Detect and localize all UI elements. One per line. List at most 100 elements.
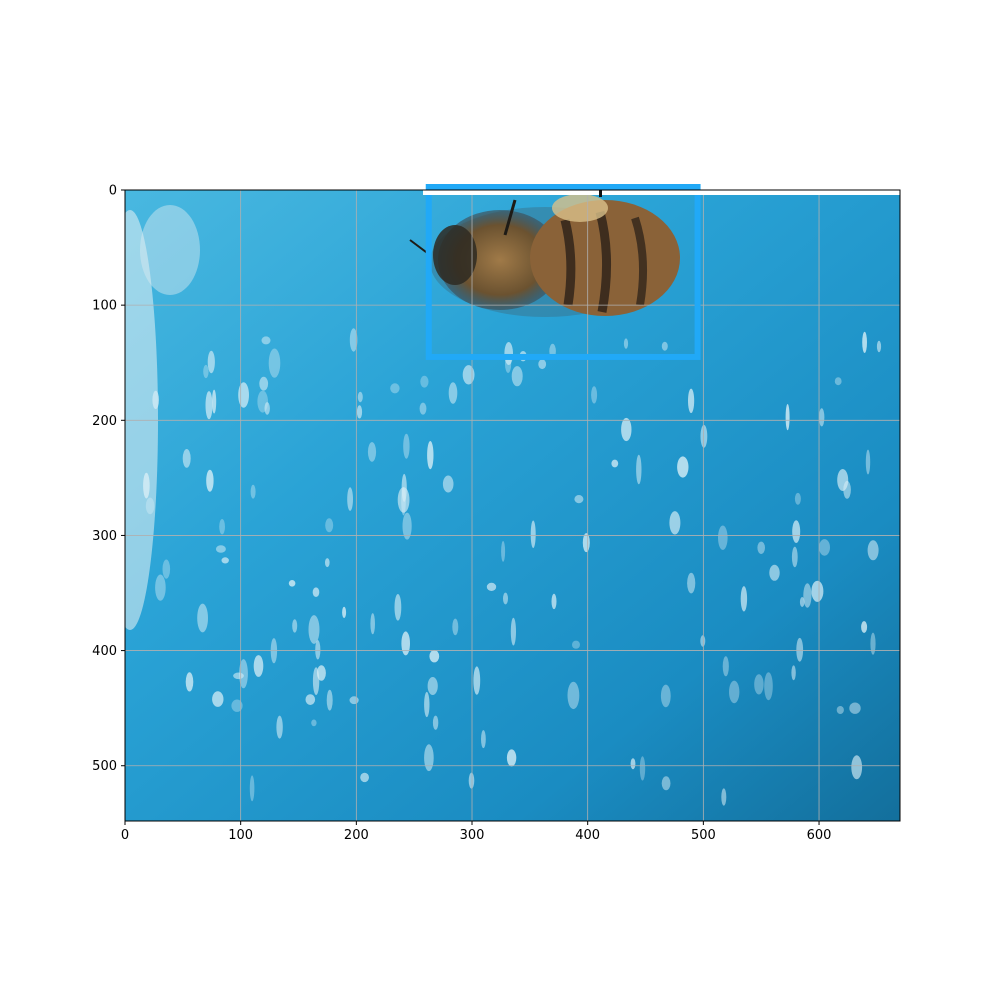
- water-droplet: [448, 382, 458, 404]
- water-droplet: [660, 684, 671, 708]
- water-droplet: [403, 433, 410, 459]
- water-droplet: [325, 558, 330, 568]
- water-droplet: [630, 758, 636, 770]
- water-droplet: [538, 359, 547, 370]
- water-droplet: [203, 364, 209, 379]
- water-droplet: [687, 572, 696, 594]
- water-droplet: [700, 424, 708, 448]
- water-droplet: [636, 454, 642, 485]
- water-droplet: [582, 533, 590, 553]
- water-droplet: [721, 788, 727, 806]
- water-droplet: [462, 365, 475, 385]
- bounding-box: [425, 184, 701, 360]
- x-tick-label: 500: [691, 828, 716, 843]
- water-droplet: [677, 456, 689, 478]
- water-droplet: [811, 580, 824, 602]
- water-droplet: [661, 341, 668, 351]
- water-droplet: [861, 621, 868, 633]
- y-axis: 0 100 200 300 400 500: [92, 184, 125, 774]
- water-droplet: [347, 487, 353, 511]
- x-tick-label: 200: [344, 828, 369, 843]
- water-droplet: [315, 640, 321, 660]
- water-droplet: [867, 540, 879, 561]
- water-droplet: [212, 389, 217, 414]
- water-droplet: [591, 386, 598, 404]
- water-droplet: [215, 545, 226, 553]
- water-droplet: [311, 719, 317, 727]
- water-droplet: [851, 755, 863, 780]
- water-droplet: [799, 597, 805, 607]
- x-tick-label: 0: [121, 828, 129, 843]
- water-droplet: [506, 749, 517, 767]
- water-droplet: [250, 484, 256, 499]
- water-droplet: [276, 715, 283, 739]
- x-tick-label: 100: [228, 828, 253, 843]
- water-droplet: [442, 475, 454, 493]
- water-droplet: [288, 580, 296, 587]
- water-droplet: [259, 376, 269, 391]
- top-strip: [423, 190, 900, 195]
- water-droplet: [452, 618, 459, 636]
- water-droplet: [574, 495, 584, 504]
- water-droplet: [143, 472, 150, 499]
- water-droplet: [621, 417, 632, 442]
- water-droplet: [370, 613, 376, 635]
- water-droplet: [870, 632, 876, 655]
- water-droplet: [803, 583, 812, 608]
- upper-glare: [140, 205, 200, 295]
- water-droplet: [402, 512, 412, 540]
- y-tick-label: 400: [92, 644, 117, 659]
- water-droplet: [162, 559, 171, 579]
- water-droplet: [357, 391, 363, 403]
- y-tick-label: 200: [92, 414, 117, 429]
- water-droplet: [700, 635, 706, 647]
- water-droplet: [722, 656, 729, 677]
- water-droplet: [468, 772, 475, 789]
- water-droplet: [740, 586, 748, 612]
- x-tick-label: 400: [575, 828, 600, 843]
- water-droplet: [429, 650, 440, 663]
- water-droplet: [849, 702, 861, 714]
- x-axis: 0 100 200 300 400 500 600: [121, 821, 831, 843]
- water-droplet: [791, 546, 798, 568]
- water-droplet: [834, 377, 842, 386]
- y-tick-label: 100: [92, 299, 117, 314]
- water-droplet: [623, 338, 629, 349]
- water-droplet: [501, 541, 506, 562]
- water-droplet: [837, 469, 849, 491]
- water-droplet: [639, 756, 646, 781]
- water-droplet: [292, 619, 298, 633]
- water-droplet: [145, 497, 155, 515]
- water-droplet: [530, 520, 536, 549]
- water-droplet: [836, 706, 844, 714]
- water-droplet: [308, 615, 320, 644]
- water-droplet: [233, 672, 244, 680]
- water-droplet: [257, 390, 269, 413]
- water-droplet: [305, 694, 316, 705]
- water-droplet: [486, 582, 497, 592]
- water-droplet: [268, 348, 281, 378]
- water-droplet: [356, 405, 363, 419]
- water-droplet: [669, 511, 681, 535]
- water-droplet: [794, 492, 801, 505]
- water-droplet: [401, 631, 411, 656]
- water-droplet: [249, 775, 255, 802]
- water-droplet: [819, 408, 825, 427]
- water-droplet: [611, 459, 619, 468]
- water-droplet: [432, 715, 439, 730]
- water-droplet: [390, 383, 400, 394]
- water-droplet: [791, 665, 796, 681]
- water-droplet: [661, 776, 671, 791]
- water-droplet: [688, 388, 695, 413]
- water-droplet: [511, 366, 523, 387]
- water-droplet: [239, 659, 248, 689]
- water-droplet: [481, 730, 486, 749]
- water-droplet: [185, 672, 194, 692]
- water-droplet: [718, 525, 728, 550]
- water-droplet: [424, 691, 430, 718]
- water-droplet: [785, 404, 790, 431]
- bee: [409, 194, 680, 317]
- water-droplet: [424, 744, 434, 772]
- water-droplet: [155, 574, 166, 601]
- water-droplet: [231, 699, 243, 712]
